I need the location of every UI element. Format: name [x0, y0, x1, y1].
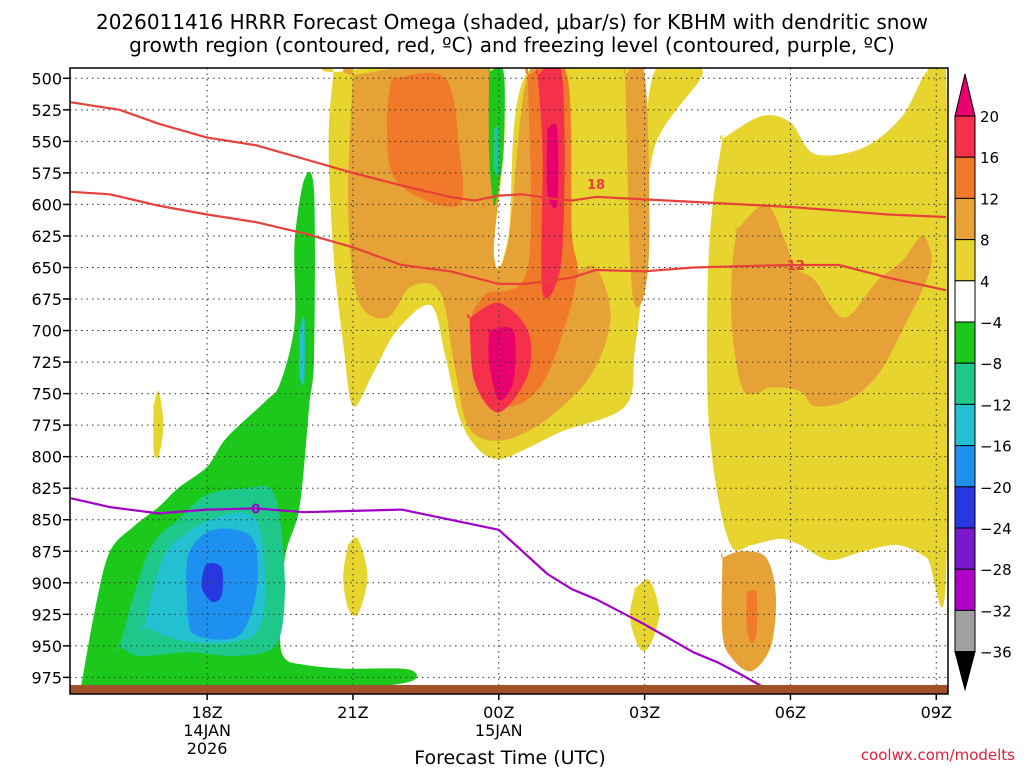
colorbar-label-3: 8: [980, 232, 990, 250]
colorbar-label-11: −28: [980, 561, 1012, 579]
y-axis: 500 525 550 575 600 625 650 675 700 725 750 775 800 8…: [31, 69, 70, 687]
omega-region-cyan-streak: [299, 315, 305, 386]
omega-shading: [70, 68, 948, 694]
y-tick-label-850: 850: [31, 511, 62, 530]
y-tick-label-575: 575: [31, 164, 62, 183]
colorbar-label-8: −16: [980, 438, 1012, 456]
y-tick-label-875: 875: [31, 542, 62, 561]
colorbar-label-6: −8: [980, 355, 1002, 373]
x-tick-label-21Z-0: 21Z: [337, 703, 368, 722]
colorbar-bin-4: [954, 280, 976, 323]
x-tick-label-18Z-1: 14JAN: [183, 721, 231, 740]
colorbar-label-13: −36: [980, 644, 1012, 662]
omega-region-right-orange-low: [745, 590, 758, 644]
colorbar-label-4: 4: [980, 273, 990, 291]
x-tick-label-00Z-1: 15JAN: [475, 721, 523, 740]
y-tick-label-525: 525: [31, 101, 62, 120]
y-tick-label-925: 925: [31, 605, 62, 624]
colorbar-label-12: −32: [980, 602, 1012, 620]
plot-frame: [69, 67, 949, 695]
colorbar-bin-3: [954, 239, 976, 282]
dgz-top-contour-label: 18: [587, 178, 605, 193]
x-tick-label-00Z-0: 00Z: [483, 703, 514, 722]
omega-region-right-gold-main: [731, 204, 932, 407]
omega-region-yellow-blob-2030: [343, 537, 368, 617]
colorbar-label-9: −20: [980, 479, 1012, 497]
grid-lines: [70, 68, 948, 694]
y-tick-label-975: 975: [31, 668, 62, 687]
colorbar-top-arrow: [954, 73, 976, 117]
omega-region-low-max-magenta: [487, 327, 516, 401]
y-tick-label-650: 650: [31, 258, 62, 277]
x-tick-label-06Z-0: 06Z: [775, 703, 806, 722]
credit-text: coolwx.com/modelts: [861, 746, 1015, 764]
colorbar-bin-6: [954, 362, 976, 405]
plot-area: 18 −12 0: [69, 67, 949, 695]
omega-region-navy-sink: [201, 563, 224, 602]
colorbar-bin-9: [954, 486, 976, 529]
colorbar-label-0: 20: [980, 108, 999, 126]
y-tick-label-675: 675: [31, 290, 62, 309]
colorbar-label-5: −4: [980, 314, 1002, 332]
chart-title-line-2: growth region (contoured, red, ºC) and f…: [129, 33, 895, 57]
colorbar-label-2: 12: [980, 190, 999, 208]
omega-region-gold-strip-0130: [623, 68, 650, 308]
y-tick-label-500: 500: [31, 69, 62, 88]
y-tick-label-825: 825: [31, 479, 62, 498]
x-tick-label-03Z-0: 03Z: [629, 703, 660, 722]
colorbar-bin-12: [954, 609, 976, 653]
x-tick-label-18Z-0: 18Z: [191, 703, 222, 722]
y-tick-label-700: 700: [31, 322, 62, 341]
colorbar-label-7: −12: [980, 396, 1012, 414]
contours: 18 −12 0: [70, 101, 947, 690]
y-tick-label-900: 900: [31, 574, 62, 593]
y-tick-label-550: 550: [31, 132, 62, 151]
omega-region-teal-streak-upper: [493, 125, 500, 176]
omega-region-upper-max-magenta: [546, 123, 559, 209]
chart-title: 2026011416 HRRR Forecast Omega (shaded, …: [96, 10, 928, 34]
colorbar: 20 16 12 8 4 −4 −8 −12 −16 −20 −24 −28 −32 −36: [954, 73, 1012, 692]
y-tick-label-625: 625: [31, 227, 62, 246]
dgz-bottom-contour: [70, 190, 947, 292]
colorbar-bin-8: [954, 445, 976, 488]
colorbar-bin-0: [954, 115, 976, 158]
freezing-level-contour: [70, 497, 767, 690]
colorbar-bin-7: [954, 403, 976, 447]
colorbar-bin-10: [954, 527, 976, 570]
colorbar-bin-11: [954, 568, 976, 611]
dgz-bottom-contour-label: −12: [776, 259, 805, 274]
freezing-level-contour-label: 0: [251, 502, 260, 517]
omega-region-upper-rise-orange-left: [386, 72, 464, 208]
y-tick-label-950: 950: [31, 637, 62, 656]
colorbar-bin-2: [954, 197, 976, 241]
y-tick-label-775: 775: [31, 416, 62, 435]
colorbar-bottom-arrow: [954, 651, 976, 692]
y-tick-label-725: 725: [31, 353, 62, 372]
ground-surface: [70, 684, 948, 694]
x-tick-label-18Z-2: 2026: [187, 739, 228, 758]
dgz-top-contour: [70, 101, 947, 219]
omega-region-yellow-blob-0200: [629, 579, 660, 651]
y-tick-label-600: 600: [31, 195, 62, 214]
x-tick-label-09Z-0: 09Z: [921, 703, 952, 722]
colorbar-label-10: −24: [980, 520, 1012, 538]
y-tick-label-800: 800: [31, 448, 62, 467]
y-tick-label-750: 750: [31, 385, 62, 404]
x-axis-title: Forecast Time (UTC): [414, 747, 605, 768]
colorbar-bin-1: [954, 156, 976, 199]
colorbar-bin-5: [954, 321, 976, 364]
colorbar-label-1: 16: [980, 149, 999, 167]
